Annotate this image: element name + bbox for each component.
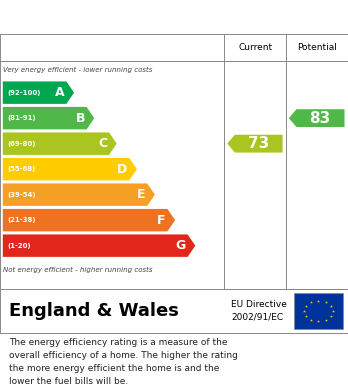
Polygon shape	[3, 81, 74, 104]
Text: B: B	[76, 112, 85, 125]
Text: (81-91): (81-91)	[7, 115, 35, 121]
Polygon shape	[3, 158, 137, 180]
Text: (69-80): (69-80)	[7, 141, 35, 147]
Polygon shape	[3, 133, 117, 155]
Text: Potential: Potential	[297, 43, 337, 52]
Text: (21-38): (21-38)	[7, 217, 35, 223]
Text: F: F	[157, 213, 166, 227]
Polygon shape	[227, 135, 283, 152]
Polygon shape	[3, 209, 175, 231]
Text: C: C	[98, 137, 107, 150]
Text: D: D	[117, 163, 127, 176]
Text: Current: Current	[238, 43, 272, 52]
Text: 73: 73	[248, 136, 269, 151]
Bar	[294, 293, 343, 328]
Text: The energy efficiency rating is a measure of the
overall efficiency of a home. T: The energy efficiency rating is a measur…	[9, 338, 238, 386]
Text: (55-68): (55-68)	[7, 166, 35, 172]
Text: Very energy efficient - lower running costs: Very energy efficient - lower running co…	[3, 66, 152, 73]
Text: (1-20): (1-20)	[7, 243, 31, 249]
Polygon shape	[289, 109, 345, 127]
Text: E: E	[137, 188, 145, 201]
Text: A: A	[55, 86, 65, 99]
Text: G: G	[176, 239, 186, 252]
Text: EU Directive
2002/91/EC: EU Directive 2002/91/EC	[231, 300, 287, 322]
Polygon shape	[3, 235, 195, 257]
Polygon shape	[3, 107, 94, 129]
Text: (92-100): (92-100)	[7, 90, 40, 96]
Text: Energy Efficiency Rating: Energy Efficiency Rating	[9, 9, 219, 25]
Text: (39-54): (39-54)	[7, 192, 35, 197]
Polygon shape	[3, 183, 155, 206]
Text: England & Wales: England & Wales	[9, 302, 179, 320]
Text: Not energy efficient - higher running costs: Not energy efficient - higher running co…	[3, 267, 152, 273]
Text: 83: 83	[309, 111, 331, 126]
